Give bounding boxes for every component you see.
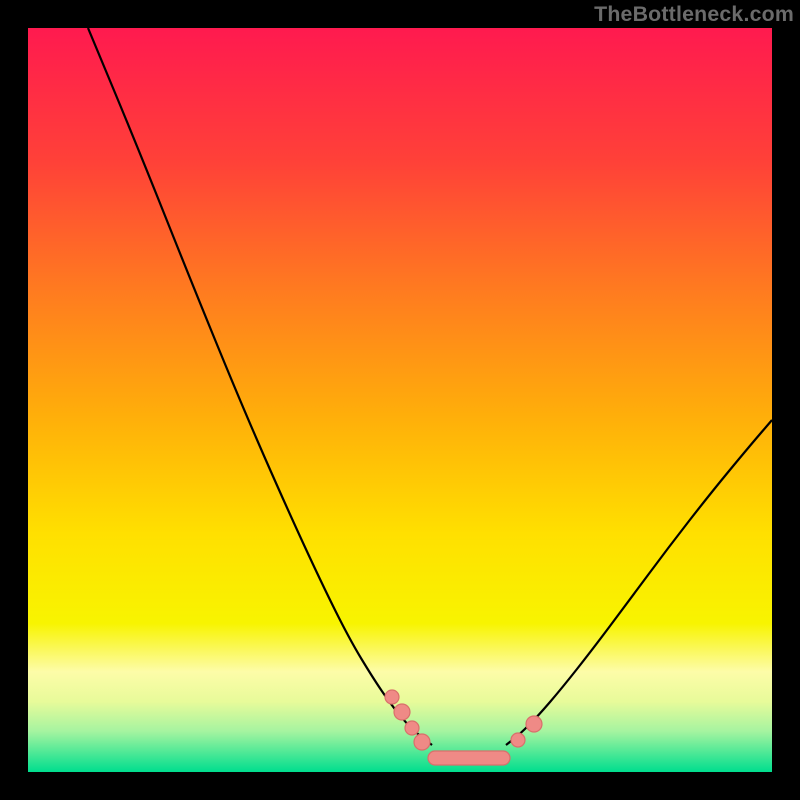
marker-dot (405, 721, 419, 735)
marker-dot (526, 716, 542, 732)
marker-dot (414, 734, 430, 750)
bottleneck-chart (0, 0, 800, 800)
marker-dot (511, 733, 525, 747)
marker-dot (394, 704, 410, 720)
valley-bar-marker (428, 751, 510, 765)
gradient-panel (28, 28, 772, 772)
chart-frame: TheBottleneck.com (0, 0, 800, 800)
watermark-text: TheBottleneck.com (594, 2, 794, 27)
marker-dot (385, 690, 399, 704)
